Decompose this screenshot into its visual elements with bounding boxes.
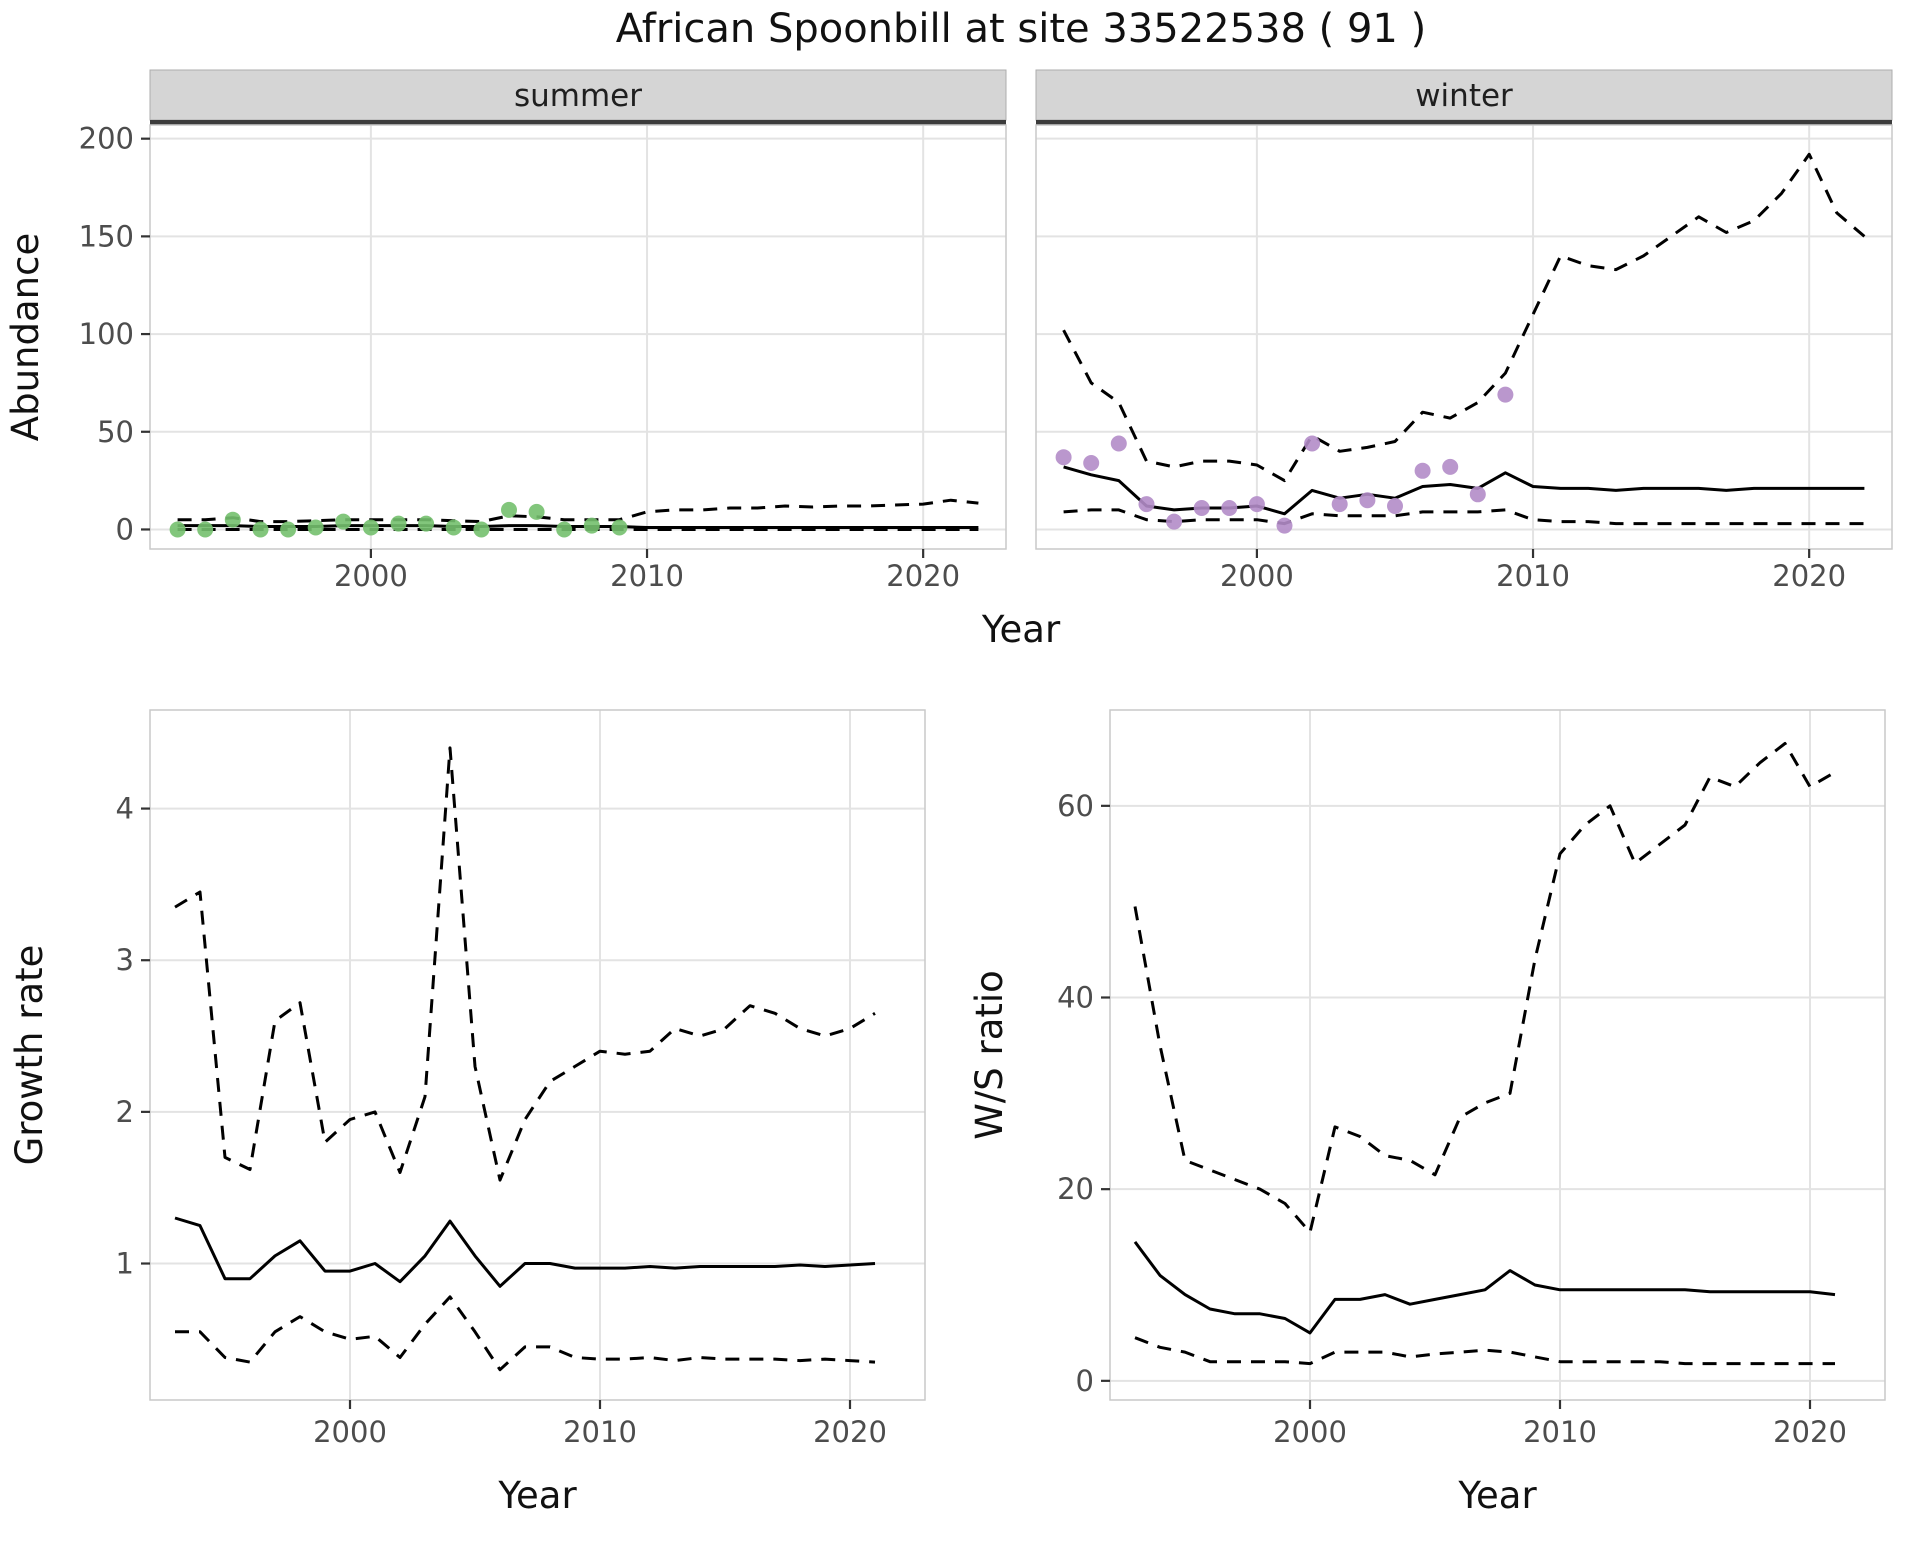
x-tick-label: 2000 xyxy=(334,559,408,593)
y-tick-label: 20 xyxy=(1057,1172,1094,1206)
strip-underline xyxy=(150,120,1006,125)
x-tick-label: 2000 xyxy=(1273,1415,1347,1449)
y-tick-label: 0 xyxy=(116,512,134,546)
y-tick-label: 60 xyxy=(1057,789,1094,823)
x-tick-label: 2000 xyxy=(1220,559,1294,593)
observed-point xyxy=(1110,435,1127,452)
y-tick-label: 2 xyxy=(116,1095,134,1129)
observed-point xyxy=(390,515,407,532)
abundance-figure: summer 2000 2010 2020 0 50 100 150 200 winter 2000… xyxy=(4,69,1893,651)
median-line xyxy=(1133,1241,1836,1335)
observed-point xyxy=(362,519,379,536)
observed-point xyxy=(445,519,462,536)
y-tick-label: 200 xyxy=(79,122,134,156)
growth-rate-figure: 2000 2010 2020 1 2 3 4 Year Growth rate xyxy=(8,709,926,1517)
observed-point xyxy=(1469,486,1486,503)
x-tick-label: 2000 xyxy=(313,1415,387,1449)
lower-ci-line xyxy=(175,1295,876,1372)
lower-ci-line xyxy=(1063,508,1865,526)
panel-border xyxy=(149,124,1007,550)
observed-point xyxy=(307,519,324,536)
median-line xyxy=(1063,465,1865,516)
observed-point xyxy=(224,511,241,528)
y-tick-label: 0 xyxy=(1076,1364,1094,1398)
observed-point xyxy=(1055,449,1072,466)
x-axis-title: Year xyxy=(1457,1474,1537,1517)
median-line xyxy=(174,1216,876,1288)
ws-ratio-figure: 2000 2010 2020 0 20 40 60 Year W/S ratio xyxy=(968,709,1886,1517)
observed-point xyxy=(501,501,517,518)
strip-underline xyxy=(1036,120,1892,125)
panel-border xyxy=(1035,124,1893,550)
y-tick-label: 1 xyxy=(116,1247,134,1281)
observed-point xyxy=(1138,496,1155,513)
figure-title: African Spoonbill at site 33522538 ( 91 … xyxy=(615,6,1427,52)
y-tick-label: 4 xyxy=(116,792,134,826)
observed-point xyxy=(528,503,545,520)
observed-point xyxy=(280,521,297,538)
observed-point xyxy=(1248,496,1265,513)
panel-border xyxy=(149,709,926,1401)
observed-point xyxy=(197,521,214,538)
observed-point xyxy=(473,521,490,538)
x-tick-label: 2010 xyxy=(563,1415,637,1449)
x-tick-label: 2010 xyxy=(610,559,684,593)
x-tick-label: 2020 xyxy=(1772,559,1846,593)
observed-point xyxy=(335,513,352,530)
upper-ci-line xyxy=(177,498,979,524)
x-tick-label: 2010 xyxy=(1523,1415,1597,1449)
strip-label: summer xyxy=(514,78,642,114)
strip-label: winter xyxy=(1415,78,1513,114)
facet-strip xyxy=(1035,69,1893,121)
x-tick-label: 2020 xyxy=(886,559,960,593)
observed-point xyxy=(1166,513,1183,530)
observed-point xyxy=(583,517,600,534)
upper-ci-line xyxy=(1133,742,1836,1234)
observed-point xyxy=(1331,496,1348,513)
panel-border xyxy=(1109,709,1886,1401)
observed-point xyxy=(1304,435,1321,452)
upper-ci-line xyxy=(174,746,876,1182)
y-axis-title: Growth rate xyxy=(8,945,51,1166)
observed-point xyxy=(169,521,186,538)
facet-strip xyxy=(149,69,1007,121)
observed-point xyxy=(1193,500,1210,516)
y-tick-label: 150 xyxy=(79,219,134,253)
observed-point xyxy=(418,515,435,532)
y-tick-label: 3 xyxy=(116,943,134,977)
y-tick-label: 40 xyxy=(1057,981,1094,1015)
observed-point xyxy=(1221,500,1238,516)
observed-point xyxy=(1442,458,1459,475)
y-tick-label: 50 xyxy=(97,415,134,449)
x-axis-title: Year xyxy=(981,608,1061,651)
y-axis-title: W/S ratio xyxy=(968,970,1011,1140)
observed-point xyxy=(1276,517,1293,534)
x-tick-label: 2020 xyxy=(813,1415,887,1449)
observed-point xyxy=(1497,386,1514,403)
x-axis-title: Year xyxy=(497,1474,577,1517)
observed-point xyxy=(1414,462,1431,479)
observed-point xyxy=(1083,455,1100,471)
x-tick-label: 2020 xyxy=(1773,1415,1847,1449)
observed-point xyxy=(252,521,269,538)
x-tick-label: 2010 xyxy=(1496,559,1570,593)
median-line xyxy=(177,524,979,529)
y-axis-title: Abundance xyxy=(4,233,47,441)
observed-point xyxy=(611,519,628,536)
observed-point xyxy=(1359,492,1376,509)
observed-point xyxy=(1387,498,1403,514)
lower-ci-line xyxy=(1134,1336,1835,1366)
y-tick-label: 100 xyxy=(79,317,134,351)
observed-point xyxy=(556,521,573,538)
